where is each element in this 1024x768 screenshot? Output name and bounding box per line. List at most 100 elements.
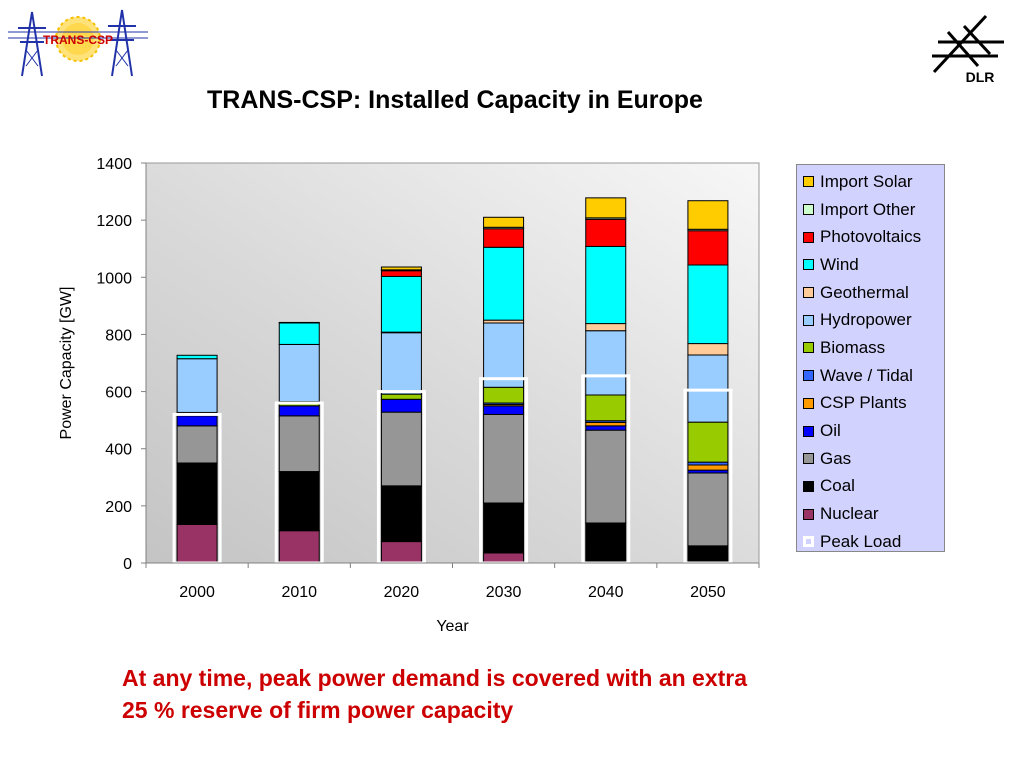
bar-segment bbox=[483, 502, 525, 554]
legend-swatch bbox=[803, 176, 814, 188]
stacked-bar-chart: 0 200 400 600 800 1000 1200 1400 2000 2010 2020 203… bbox=[58, 156, 760, 635]
legend-label: Import Other bbox=[820, 199, 916, 219]
bar-segment bbox=[278, 321, 320, 324]
legend-swatch bbox=[803, 370, 814, 382]
legend-swatch bbox=[803, 231, 814, 243]
caption-line-1: At any time, peak power demand is covere… bbox=[122, 665, 748, 691]
bar-segment bbox=[687, 230, 729, 266]
legend-item: Geothermal bbox=[803, 279, 944, 307]
legend-swatch bbox=[803, 453, 814, 465]
bar-segment bbox=[585, 421, 627, 427]
y-tick-label: 800 bbox=[105, 327, 132, 344]
legend-label: Biomass bbox=[820, 337, 886, 357]
bar-segment bbox=[687, 264, 729, 345]
svg-text:DLR: DLR bbox=[966, 69, 995, 85]
legend-item: Wave / Tidal bbox=[803, 362, 944, 390]
legend-item: Peak Load bbox=[803, 528, 944, 556]
legend-label: CSP Plants bbox=[820, 393, 907, 413]
legend-item: Photovoltaics bbox=[803, 223, 944, 251]
bar-segment bbox=[278, 322, 320, 345]
legend-label: Photovoltaics bbox=[820, 227, 922, 247]
legend-label: Nuclear bbox=[820, 504, 879, 524]
x-tick-label: 2010 bbox=[281, 584, 317, 601]
plot-area bbox=[145, 162, 760, 564]
legend-item: Nuclear bbox=[803, 500, 944, 528]
bar-segment bbox=[278, 343, 320, 403]
bar-segment bbox=[380, 275, 422, 333]
x-tick-label: 2000 bbox=[179, 584, 215, 601]
legend-swatch bbox=[803, 397, 814, 409]
bar-segment bbox=[585, 218, 627, 247]
y-tick-label: 200 bbox=[105, 499, 132, 516]
legend-label: Import Solar bbox=[820, 171, 913, 191]
x-tick-label: 2050 bbox=[690, 584, 726, 601]
legend-item: Gas bbox=[803, 445, 944, 473]
legend-swatch bbox=[803, 536, 814, 548]
bar-segment bbox=[585, 330, 627, 396]
bar-segment bbox=[483, 246, 525, 321]
y-tick-label: 1200 bbox=[96, 213, 132, 230]
bar-segment bbox=[380, 485, 422, 543]
y-tick-label: 400 bbox=[105, 442, 132, 459]
caption-line-2: 25 % reserve of firm power capacity bbox=[122, 697, 514, 723]
y-tick-label: 600 bbox=[105, 385, 132, 402]
legend-swatch bbox=[803, 480, 814, 492]
legend-swatch bbox=[803, 204, 814, 216]
bar-segment bbox=[483, 216, 525, 228]
pylon-icon: TRANS-CSP bbox=[8, 9, 148, 77]
legend-swatch bbox=[803, 425, 814, 437]
legend-label: Wave / Tidal bbox=[820, 365, 913, 385]
bar-segment bbox=[687, 464, 729, 471]
bar-segment bbox=[278, 471, 320, 532]
legend-swatch bbox=[803, 259, 814, 271]
legend-swatch bbox=[803, 287, 814, 299]
bar-segment bbox=[585, 429, 627, 524]
bar-segment bbox=[483, 405, 525, 415]
legend-label: Oil bbox=[820, 421, 841, 441]
trans-csp-logo: TRANS-CSP bbox=[8, 6, 148, 78]
y-tick-label: 0 bbox=[123, 556, 132, 573]
bar-segment bbox=[176, 425, 218, 464]
bar-segment bbox=[687, 421, 729, 463]
legend-item: Import Other bbox=[803, 196, 944, 224]
bar-segment bbox=[483, 413, 525, 504]
dlr-emblem-icon: DLR bbox=[932, 14, 1004, 85]
y-tick-label: 1400 bbox=[96, 156, 132, 173]
legend-swatch bbox=[803, 508, 814, 520]
dlr-logo: DLR bbox=[928, 12, 1008, 86]
bar-segment bbox=[483, 386, 525, 404]
bar-segment bbox=[380, 332, 422, 395]
bar-segment bbox=[176, 354, 218, 360]
bar-segment bbox=[278, 405, 320, 417]
bar-segment bbox=[278, 415, 320, 473]
y-tick-label: 1000 bbox=[96, 270, 132, 287]
legend-label: Coal bbox=[820, 476, 855, 496]
y-axis-label: Power Capacity [GW] bbox=[58, 287, 75, 440]
legend-item: Hydropower bbox=[803, 306, 944, 334]
x-axis-label: Year bbox=[436, 618, 469, 635]
bar-segment bbox=[585, 522, 627, 564]
bar-segment bbox=[483, 228, 525, 248]
bar-segment bbox=[176, 462, 218, 525]
bar-segment bbox=[687, 472, 729, 547]
bar-segment bbox=[380, 541, 422, 564]
legend-item: Oil bbox=[803, 417, 944, 445]
bar-segment bbox=[380, 266, 422, 271]
legend-label: Wind bbox=[820, 254, 859, 274]
legend-swatch bbox=[803, 342, 814, 354]
bar-segment bbox=[585, 245, 627, 325]
svg-text:TRANS-CSP: TRANS-CSP bbox=[43, 33, 113, 47]
bar-segment bbox=[585, 197, 627, 219]
bar-segment bbox=[380, 411, 422, 487]
bar-segment bbox=[585, 425, 627, 431]
bar-segment bbox=[687, 545, 729, 564]
legend-item: Biomass bbox=[803, 334, 944, 362]
bar-segment bbox=[278, 530, 320, 564]
legend-swatch bbox=[803, 314, 814, 326]
bar-segment bbox=[687, 354, 729, 423]
legend-item: Import Solar bbox=[803, 168, 944, 196]
legend-item: Coal bbox=[803, 473, 944, 501]
capacity-chart: 0 200 400 600 800 1000 1200 1400 2000 2010 2020 203… bbox=[40, 150, 780, 640]
legend-label: Gas bbox=[820, 448, 852, 468]
bar-segment bbox=[380, 393, 422, 400]
